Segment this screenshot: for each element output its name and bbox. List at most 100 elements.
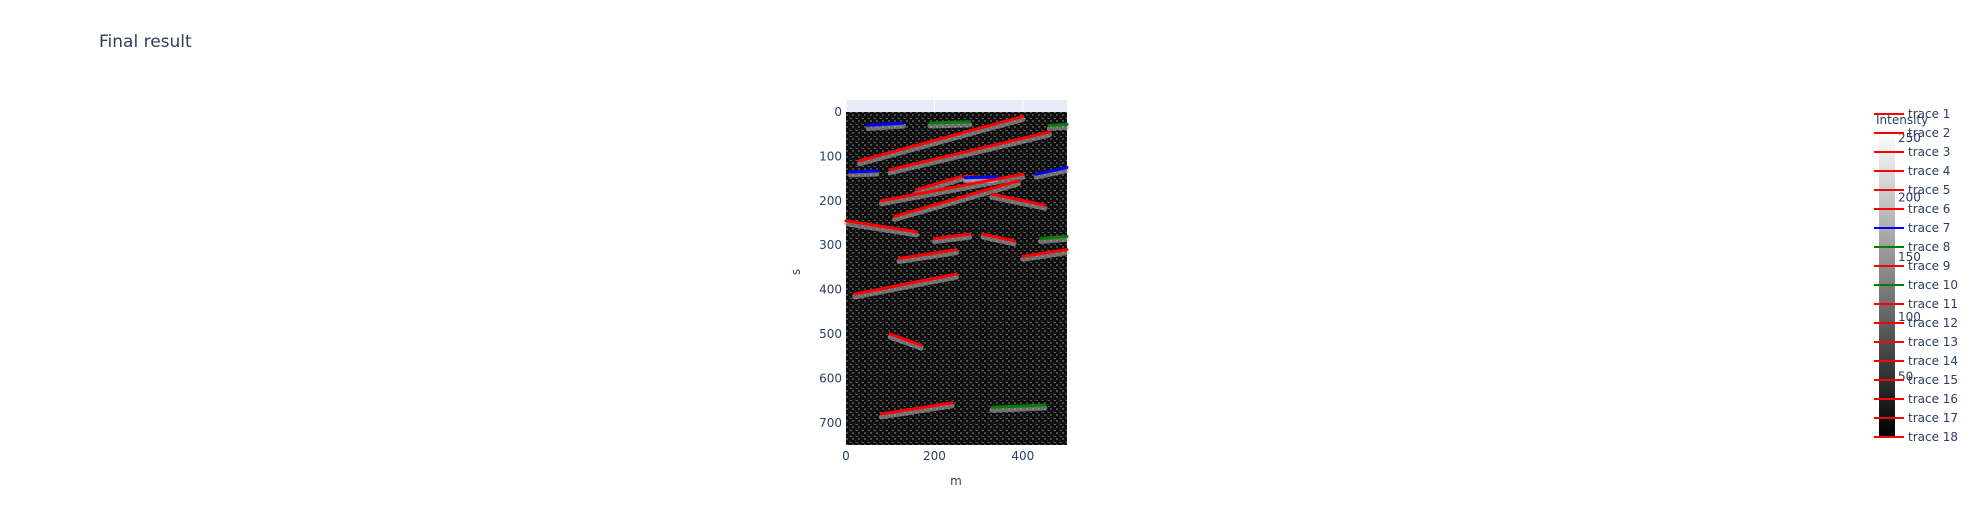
trace-line[interactable]	[928, 120, 972, 125]
legend-label: trace 6	[1908, 202, 1950, 216]
trace-line[interactable]	[932, 232, 972, 241]
trace-line[interactable]	[897, 248, 958, 261]
legend-label: trace 18	[1908, 430, 1958, 444]
heatmap-band	[1046, 124, 1070, 131]
y-tick-label: 100	[819, 149, 842, 163]
trace-line[interactable]	[888, 332, 923, 347]
trace-line[interactable]	[1021, 248, 1069, 258]
legend-label: trace 4	[1908, 164, 1950, 178]
colorbar-tick-label: 100	[1898, 310, 1921, 324]
heatmap-band	[1020, 250, 1070, 262]
heatmap-band	[927, 122, 973, 129]
trace-line[interactable]	[879, 401, 954, 416]
trace-line[interactable]	[1038, 234, 1069, 241]
legend-item[interactable]: trace 13	[1874, 335, 1958, 349]
y-tick-label: 200	[819, 194, 842, 208]
heatmap-band	[865, 123, 906, 131]
trace-line[interactable]	[888, 130, 1051, 172]
trace-segment[interactable]	[990, 403, 1047, 409]
trace-segment[interactable]	[848, 169, 879, 174]
trace-line[interactable]	[857, 114, 1025, 163]
heatmap-band	[892, 181, 1021, 222]
legend-label: trace 17	[1908, 411, 1958, 425]
colorbar-title: Intensity	[1876, 113, 1928, 127]
legend-item[interactable]: trace 12	[1874, 316, 1958, 330]
trace-lines[interactable]	[844, 114, 1069, 416]
y-axis: 0 100 200 300 400 500 600 700	[819, 105, 842, 430]
heatmap-band	[887, 334, 924, 351]
heatmap-band	[989, 194, 1048, 211]
legend-item[interactable]: trace 2	[1874, 126, 1950, 140]
heatmap-band	[896, 250, 959, 265]
trace-line[interactable]	[981, 232, 1016, 243]
heatmap-band	[989, 405, 1048, 413]
legend-item[interactable]: trace 14	[1874, 354, 1958, 368]
y-tick-label: 600	[819, 371, 842, 385]
colorbar-tick-label: 250	[1898, 131, 1921, 145]
legend-label: trace 5	[1908, 183, 1950, 197]
legend-label: trace 11	[1908, 297, 1958, 311]
legend-label: trace 7	[1908, 221, 1950, 235]
legend-item[interactable]: trace 4	[1874, 164, 1950, 178]
heatmap-band	[914, 176, 964, 196]
trace-segment[interactable]	[1047, 122, 1069, 127]
legend-item[interactable]: trace 5	[1874, 183, 1950, 197]
legend-label: trace 14	[1908, 354, 1958, 368]
legend-label: trace 1	[1908, 107, 1950, 121]
legend-label: trace 15	[1908, 373, 1958, 387]
trace-line[interactable]	[990, 192, 1047, 207]
heatmap-band	[847, 171, 880, 178]
legend-label: trace 2	[1908, 126, 1950, 140]
y-tick-label: 500	[819, 327, 842, 341]
chart-title: Final result	[99, 32, 192, 52]
legend-item[interactable]: trace 18	[1874, 430, 1958, 444]
y-tick-label: 700	[819, 416, 842, 430]
trace-segment[interactable]	[963, 175, 998, 180]
legend-label: trace 16	[1908, 392, 1958, 406]
trace-line[interactable]	[893, 179, 1020, 218]
y-tick-label: 0	[834, 105, 842, 119]
colorbar-tick-label: 200	[1898, 191, 1921, 205]
x-tick-label: 400	[1011, 449, 1034, 463]
legend-item[interactable]: trace 17	[1874, 411, 1958, 425]
x-axis: 0 200 400	[842, 100, 1034, 463]
legend-label: trace 8	[1908, 240, 1950, 254]
legend-item[interactable]: trace 10	[1874, 278, 1958, 292]
trace-line[interactable]	[844, 219, 919, 234]
trace-segment[interactable]	[1034, 166, 1069, 176]
legend-item[interactable]: trace 8	[1874, 240, 1950, 254]
legend-label: trace 12	[1908, 316, 1958, 330]
legend-item[interactable]: trace 7	[1874, 221, 1950, 235]
heatmap-band	[980, 234, 1017, 247]
legend-label: trace 13	[1908, 335, 1958, 349]
colorbar-tick-label: 150	[1898, 250, 1921, 264]
legend-item[interactable]: trace 16	[1874, 392, 1958, 406]
legend-item[interactable]: trace 6	[1874, 202, 1950, 216]
heatmap-band	[1033, 168, 1070, 180]
y-tick-label: 300	[819, 238, 842, 252]
legend[interactable]: trace 1 trace 2 trace 3 trace 4 trace 5 trace…	[1874, 107, 1958, 444]
heatmap-band	[856, 116, 1026, 167]
y-axis-title: s	[789, 269, 803, 275]
heatmap-band	[878, 403, 955, 420]
legend-item[interactable]: trace 15	[1874, 373, 1958, 387]
legend-item[interactable]: trace 1	[1874, 107, 1950, 121]
x-axis-title: m	[950, 474, 962, 488]
heatmap-band	[887, 132, 1052, 176]
legend-item[interactable]: trace 3	[1874, 145, 1950, 159]
legend-item[interactable]: trace 9	[1874, 259, 1950, 273]
trace-line[interactable]	[853, 272, 958, 296]
x-tick-label: 0	[842, 449, 850, 463]
heatmap-band	[843, 221, 920, 238]
trace-line[interactable]	[866, 121, 905, 127]
legend-item[interactable]: trace 11	[1874, 297, 1958, 311]
trace-line[interactable]	[915, 174, 963, 192]
y-tick-label: 400	[819, 283, 842, 297]
legend-label: trace 9	[1908, 259, 1950, 273]
trace-line[interactable]	[879, 172, 1025, 203]
heatmap-band	[878, 174, 1026, 207]
heatmap-band	[852, 274, 959, 300]
heatmap-band	[1037, 236, 1070, 245]
